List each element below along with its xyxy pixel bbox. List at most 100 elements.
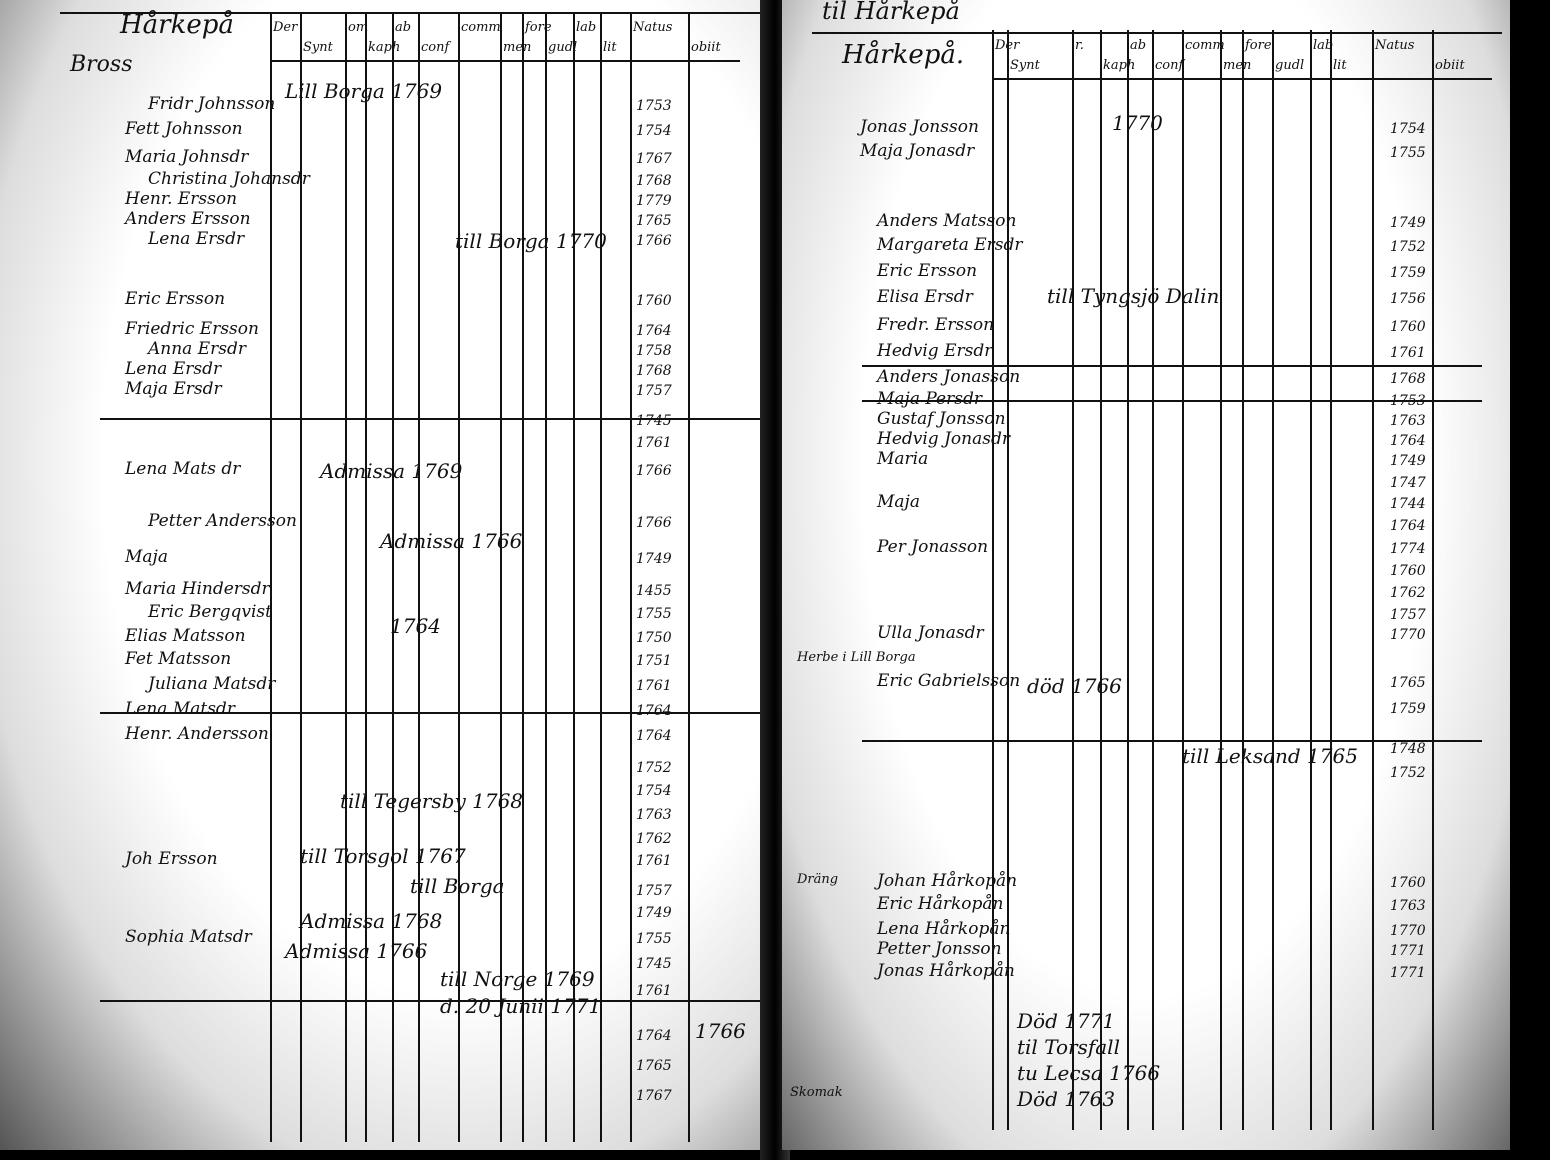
entry-birth-year: 1752 xyxy=(1390,239,1426,255)
column-header: comm xyxy=(1185,38,1225,53)
annotation: Admissa 1766 xyxy=(380,529,523,553)
entry-name: Eric Gabrielsson xyxy=(877,671,1021,691)
entry-name: Lena Matsdr xyxy=(125,699,235,719)
entry-name: Fett Johnsson xyxy=(125,119,243,139)
column-rule xyxy=(688,12,690,1142)
annotation: 1766 xyxy=(695,1019,746,1043)
entry-birth-year: 1751 xyxy=(636,653,672,669)
entry-birth-year: 1752 xyxy=(636,760,672,776)
entry-birth-year: 1757 xyxy=(1390,607,1426,623)
column-header: conf xyxy=(1155,58,1184,73)
entry-name: Henr. Ersson xyxy=(125,189,238,209)
annotation: Admissa 1768 xyxy=(300,909,443,933)
column-rule xyxy=(300,12,302,1142)
entry-name: Juliana Matsdr xyxy=(148,674,276,694)
entry-birth-year: 1745 xyxy=(636,956,672,972)
entry-birth-year: 1764 xyxy=(636,323,672,339)
column-header: r. xyxy=(1075,38,1084,53)
entry-name: Anders Jonasson xyxy=(877,367,1021,387)
annotation: till Torsgol 1767 xyxy=(300,844,466,868)
entry-birth-year: 1760 xyxy=(636,293,672,309)
ruled-line xyxy=(862,740,1482,742)
entry-name: Maja xyxy=(877,492,920,512)
entry-name: Fridr Johnsson xyxy=(148,94,276,114)
column-header: kaph xyxy=(1103,58,1136,73)
entry-name: Eric Hårkopån xyxy=(877,894,1004,914)
column-rule xyxy=(500,12,502,1142)
entry-birth-year: 1761 xyxy=(636,678,672,694)
entry-birth-year: 1768 xyxy=(1390,371,1426,387)
entry-birth-year: 1748 xyxy=(1390,741,1426,757)
entry-birth-year: 1455 xyxy=(636,583,672,599)
entry-birth-year: 1749 xyxy=(636,551,672,567)
entry-name: Hedvig Jonasdr xyxy=(877,429,1010,449)
column-rule xyxy=(365,12,367,1142)
entry-birth-year: 1755 xyxy=(636,606,672,622)
entry-birth-year: 1764 xyxy=(636,1028,672,1044)
entry-birth-year: 1749 xyxy=(636,905,672,921)
entry-name: Eric Ersson xyxy=(877,261,978,281)
entry-birth-year: 1762 xyxy=(1390,585,1426,601)
entry-name: Johan Hårkopån xyxy=(877,871,1018,891)
entry-name: Jonas Jonsson xyxy=(860,117,979,137)
column-header: obiit xyxy=(691,40,721,55)
entry-birth-year: 1764 xyxy=(1390,518,1426,534)
column-rule xyxy=(1372,30,1374,1130)
column-rule xyxy=(1432,30,1434,1130)
column-header: kaph xyxy=(368,40,401,55)
column-rule xyxy=(1182,30,1184,1130)
column-rule xyxy=(1310,30,1312,1130)
annotation: tu Lecsa 1766 xyxy=(1017,1061,1161,1085)
annotation: Skomak xyxy=(790,1085,843,1100)
annotation: Död 1771 xyxy=(1017,1009,1116,1033)
page-heading: Hårkepå. xyxy=(842,40,965,70)
entry-birth-year: 1770 xyxy=(1390,627,1426,643)
page-top-title: til Hårkepå xyxy=(822,0,960,25)
column-header: ab xyxy=(395,20,412,35)
entry-name: Elisa Ersdr xyxy=(877,287,973,307)
column-header: obiit xyxy=(1435,58,1465,73)
entry-birth-year: 1763 xyxy=(636,807,672,823)
entry-birth-year: 1765 xyxy=(636,213,672,229)
entry-name: Maja Persdr xyxy=(877,389,982,409)
entry-birth-year: 1761 xyxy=(636,435,672,451)
column-rule xyxy=(418,12,420,1142)
column-header: fore xyxy=(525,20,552,35)
column-rule xyxy=(522,12,524,1142)
column-rule xyxy=(630,12,632,1142)
entry-birth-year: 1744 xyxy=(1390,496,1426,512)
column-rule xyxy=(392,12,394,1142)
column-rule xyxy=(1007,30,1009,1130)
column-rule xyxy=(1127,30,1129,1130)
column-rule xyxy=(992,30,994,1130)
entry-name: Henr. Andersson xyxy=(125,724,269,744)
entry-name: Margareta Ersdr xyxy=(877,235,1023,255)
column-header: Natus xyxy=(633,20,673,35)
entry-birth-year: 1749 xyxy=(1390,453,1426,469)
ruled-line xyxy=(862,365,1482,367)
entry-birth-year: 1766 xyxy=(636,515,672,531)
entry-name: Maja Jonasdr xyxy=(860,141,975,161)
entry-name: Lena Mats dr xyxy=(125,459,241,479)
entry-name: Gustaf Jonsson xyxy=(877,409,1006,429)
column-header: gudl xyxy=(1275,58,1305,73)
entry-birth-year: 1757 xyxy=(636,883,672,899)
entry-name: Joh Ersson xyxy=(125,849,218,869)
entry-name: Eric Ersson xyxy=(125,289,226,309)
annotation: till Borga xyxy=(410,874,505,898)
ruled-line xyxy=(100,1000,760,1002)
column-header: lab xyxy=(1313,38,1334,53)
column-rule xyxy=(1242,30,1244,1130)
entry-name: Per Jonasson xyxy=(877,537,989,557)
entry-birth-year: 1779 xyxy=(636,193,672,209)
column-rule xyxy=(458,12,460,1142)
annotation: till Leksand 1765 xyxy=(1182,744,1358,768)
entry-name: Lena Ersdr xyxy=(125,359,222,379)
annotation: Lill Borga 1769 xyxy=(285,79,443,103)
column-rule xyxy=(1152,30,1154,1130)
entry-name: Lena Hårkopån xyxy=(877,919,1011,939)
ruled-line xyxy=(862,400,1482,402)
entry-birth-year: 1767 xyxy=(636,151,672,167)
column-header: comm xyxy=(461,20,501,35)
ruled-line xyxy=(100,712,760,714)
